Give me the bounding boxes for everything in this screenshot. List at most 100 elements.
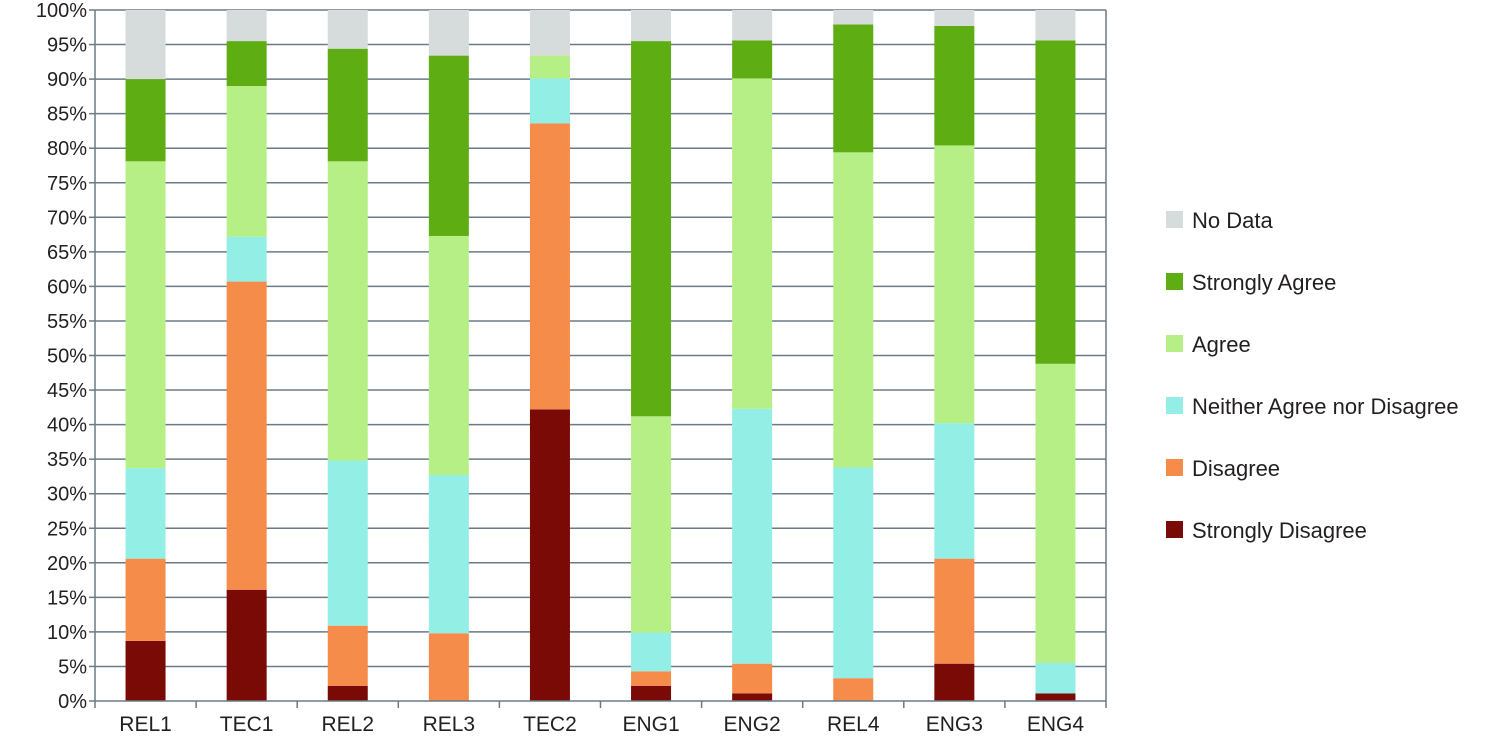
- y-tick-label: 100%: [36, 0, 87, 22]
- bar-segment: [125, 10, 166, 80]
- bar-segment: [1035, 10, 1076, 41]
- bar-segment: [631, 416, 672, 633]
- x-tick-label: ENG1: [622, 713, 679, 736]
- axes: 0% 5% 10% 15% 20% 25% 30% 35% 40% 45% 50% 55% 60% 65%…: [36, 0, 1107, 736]
- bar-segment: [529, 409, 570, 701]
- bar-segment: [428, 633, 469, 701]
- bar-segment: [631, 41, 672, 417]
- bar-segment: [125, 558, 166, 641]
- bar-segment: [327, 48, 368, 162]
- bar-segment: [428, 10, 469, 56]
- x-tick-label: REL3: [423, 713, 476, 736]
- y-tick-label: 60%: [47, 276, 87, 298]
- bar-segment: [226, 236, 267, 282]
- bar-segment: [732, 663, 773, 694]
- bar-segment: [833, 24, 874, 153]
- y-tick-label: 20%: [47, 553, 87, 575]
- y-tick-label: 5%: [58, 656, 87, 678]
- bar-segment: [833, 10, 874, 25]
- legend-label: Disagree: [1192, 456, 1280, 481]
- bar-segment: [732, 10, 773, 41]
- x-tick-label: ENG3: [926, 713, 983, 736]
- bar-segment: [529, 10, 570, 56]
- bar-segment: [833, 678, 874, 701]
- legend-swatch: [1166, 459, 1183, 476]
- legend-swatch: [1166, 335, 1183, 352]
- bar-segment: [327, 10, 368, 49]
- y-tick-label: 90%: [47, 69, 87, 91]
- x-tick-label: REL4: [827, 713, 880, 736]
- y-tick-label: 80%: [47, 138, 87, 160]
- y-tick-label: 30%: [47, 484, 87, 506]
- y-tick-label: 65%: [47, 242, 87, 264]
- bar-segment: [934, 10, 975, 26]
- bar-segment: [631, 632, 672, 672]
- bar-segment: [1035, 363, 1076, 663]
- x-tick-label: TEC1: [220, 713, 274, 736]
- y-tick-label: 45%: [47, 380, 87, 402]
- bar-segment: [327, 625, 368, 686]
- bar-segment: [732, 693, 773, 701]
- bar-segment: [529, 55, 570, 79]
- bar-segment: [327, 161, 368, 461]
- x-tick-label: REL2: [321, 713, 374, 736]
- bar-segment: [631, 671, 672, 686]
- bar-segment: [428, 235, 469, 476]
- bar-segment: [833, 152, 874, 468]
- y-tick-label: 10%: [47, 622, 87, 644]
- x-tick-label: TEC2: [523, 713, 577, 736]
- y-tick-label: 35%: [47, 449, 87, 471]
- legend-label: Strongly Agree: [1192, 270, 1336, 295]
- legend-label: No Data: [1192, 208, 1273, 233]
- x-tick-label: ENG2: [724, 713, 781, 736]
- bar-segment: [934, 423, 975, 559]
- bar-segment: [732, 78, 773, 409]
- bar-segment: [631, 685, 672, 701]
- bar-segment: [125, 161, 166, 469]
- bar-segment: [1035, 693, 1076, 701]
- bar-segment: [934, 145, 975, 424]
- bar-segment: [428, 475, 469, 634]
- x-tick-label: ENG4: [1027, 713, 1085, 736]
- y-tick-label: 85%: [47, 104, 87, 126]
- y-tick-label: 50%: [47, 346, 87, 368]
- legend-swatch: [1166, 521, 1183, 538]
- legend-label: Strongly Disagree: [1192, 518, 1367, 543]
- bar-segment: [125, 79, 166, 162]
- bar-segment: [529, 78, 570, 124]
- bar-segment: [327, 685, 368, 701]
- legend: No Data Strongly Agree Agree Neither Agree …: [1166, 208, 1459, 543]
- bar-segment: [428, 55, 469, 236]
- bar-segment: [934, 558, 975, 664]
- bar-segment: [732, 408, 773, 664]
- bars: [125, 10, 1076, 701]
- bar-segment: [226, 589, 267, 701]
- y-tick-label: 55%: [47, 311, 87, 333]
- y-tick-label: 70%: [47, 207, 87, 229]
- bar-segment: [327, 460, 368, 626]
- bar-segment: [1035, 40, 1076, 364]
- legend-swatch: [1166, 273, 1183, 290]
- y-tick-label: 95%: [47, 35, 87, 57]
- y-tick-label: 15%: [47, 587, 87, 609]
- bar-segment: [529, 123, 570, 410]
- bar-segment: [226, 10, 267, 42]
- y-tick-label: 0%: [58, 691, 87, 713]
- bar-segment: [226, 281, 267, 590]
- bar-segment: [833, 467, 874, 679]
- x-tick-label: REL1: [119, 713, 172, 736]
- bar-segment: [934, 663, 975, 701]
- bar-segment: [125, 468, 166, 559]
- y-tick-label: 25%: [47, 518, 87, 540]
- legend-swatch: [1166, 397, 1183, 414]
- bar-segment: [732, 40, 773, 79]
- y-tick-label: 75%: [47, 173, 87, 195]
- bar-segment: [125, 640, 166, 701]
- bar-segment: [226, 41, 267, 87]
- legend-label: Neither Agree nor Disagree: [1192, 394, 1459, 419]
- legend-swatch: [1166, 211, 1183, 228]
- bar-segment: [934, 25, 975, 146]
- legend-label: Agree: [1192, 332, 1251, 357]
